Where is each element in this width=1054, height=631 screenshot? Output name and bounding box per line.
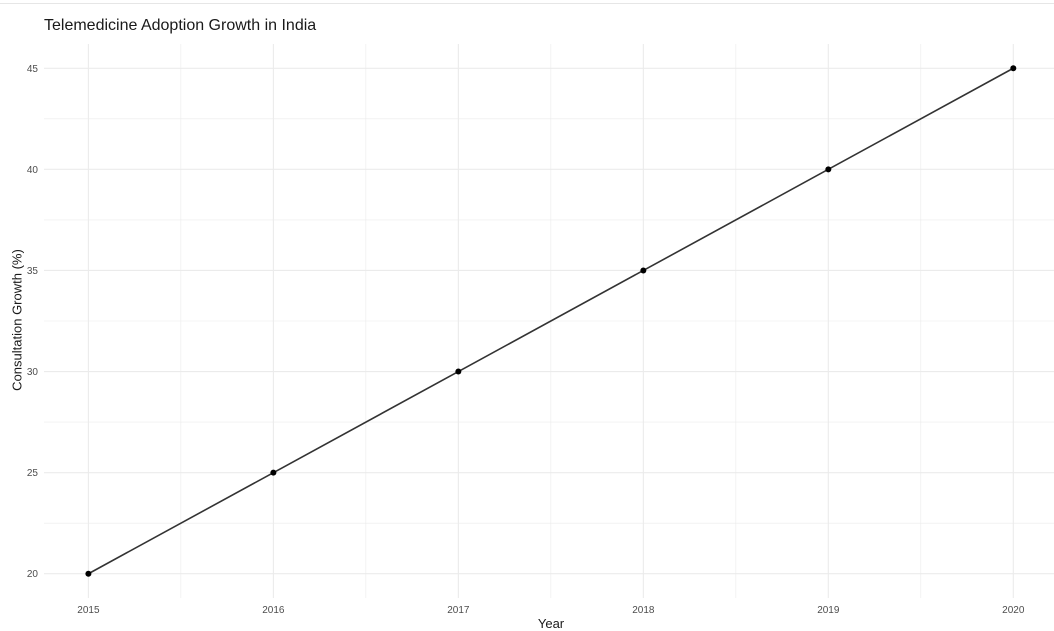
data-point	[455, 368, 462, 375]
x-tick-label: 2016	[262, 605, 285, 616]
x-tick-label: 2018	[632, 605, 655, 616]
y-tick-label: 20	[27, 569, 39, 580]
x-tick-label: 2017	[447, 605, 470, 616]
tick-labels: 20 25 30 35 40 45 2015 2016 2017 2018 2019 2020	[27, 64, 1025, 616]
series-line	[88, 67, 1014, 575]
series-layer	[88, 67, 1014, 575]
y-tick-label: 35	[27, 266, 39, 277]
minor-gridlines	[44, 44, 1054, 598]
top-rule	[0, 3, 1054, 4]
data-point	[1010, 65, 1017, 72]
y-tick-label: 30	[27, 367, 39, 378]
y-tick-label: 45	[27, 64, 39, 75]
x-tick-label: 2019	[817, 605, 840, 616]
chart-title: Telemedicine Adoption Growth in India	[44, 17, 317, 34]
x-tick-label: 2020	[1002, 605, 1025, 616]
x-tick-label: 2015	[77, 605, 100, 616]
data-point	[825, 166, 832, 173]
major-gridlines	[44, 44, 1054, 598]
y-tick-label: 25	[27, 468, 39, 479]
x-axis-title: Year	[537, 616, 565, 631]
data-point	[640, 267, 647, 274]
y-tick-label: 40	[27, 165, 39, 176]
data-point	[85, 570, 92, 577]
data-point	[270, 469, 277, 476]
data-points	[85, 65, 1017, 577]
